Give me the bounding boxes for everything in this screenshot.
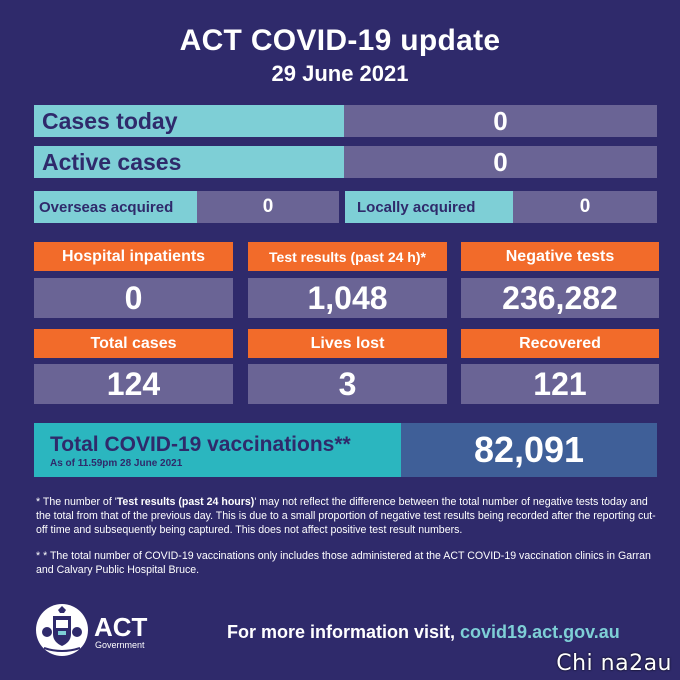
vaccinations-date: As of 11.59pm 28 June 2021 [50,458,183,469]
footnote-1-prefix: * The number of ' [36,496,117,508]
footnote-vaccinations: * * The total number of COVID-19 vaccina… [36,550,651,576]
act-coat-of-arms-icon [36,604,88,656]
footnote-1-rest: ' may not reflect the difference between… [36,496,656,536]
act-logo-government: Government [95,640,145,650]
more-info-line: For more information visit, covid19.act.… [227,622,620,643]
total-cases-value: 124 [34,364,233,404]
hospital-inpatients-value: 0 [34,278,233,318]
overseas-label: Overseas acquired [34,191,197,223]
recovered-value: 121 [461,364,659,404]
more-info-link[interactable]: covid19.act.gov.au [460,622,620,642]
act-logo-word: ACT [94,612,148,642]
hospital-inpatients-label: Hospital inpatients [34,242,233,271]
act-government-logo: ACT Government [36,604,156,660]
lives-lost-label: Lives lost [248,329,447,358]
locally-label: Locally acquired [345,191,513,223]
negative-tests-value: 236,282 [461,278,659,318]
test-results-value: 1,048 [248,278,447,318]
cases-today-label: Cases today [34,105,344,137]
cases-today-row: Cases today 0 [34,105,657,137]
page-title: ACT COVID-19 update [179,24,501,57]
test-results-label: Test results (past 24 h)* [248,242,447,271]
vaccinations-panel: Total COVID-19 vaccinations** As of 11.5… [34,423,401,477]
locally-value: 0 [513,191,657,223]
watermark: Chi na2au [556,651,672,676]
total-cases-label: Total cases [34,329,233,358]
active-cases-row: Active cases 0 [34,146,657,178]
locally-row: Locally acquired 0 [345,191,657,223]
footnote-test-results: * The number of 'Test results (past 24 h… [36,495,656,537]
overseas-value: 0 [197,191,339,223]
more-info-text: For more information visit, [227,622,461,642]
overseas-row: Overseas acquired 0 [34,191,339,223]
cases-today-value: 0 [344,105,657,137]
negative-tests-label: Negative tests [461,242,659,271]
footnote-1-bold: Test results (past 24 hours) [116,496,255,508]
vaccinations-value: 82,091 [401,423,657,477]
page-date: 29 June 2021 [271,61,409,86]
active-cases-label: Active cases [34,146,344,178]
active-cases-value: 0 [344,146,657,178]
lives-lost-value: 3 [248,364,447,404]
vaccinations-label: Total COVID-19 vaccinations** [50,433,351,456]
recovered-label: Recovered [461,329,659,358]
